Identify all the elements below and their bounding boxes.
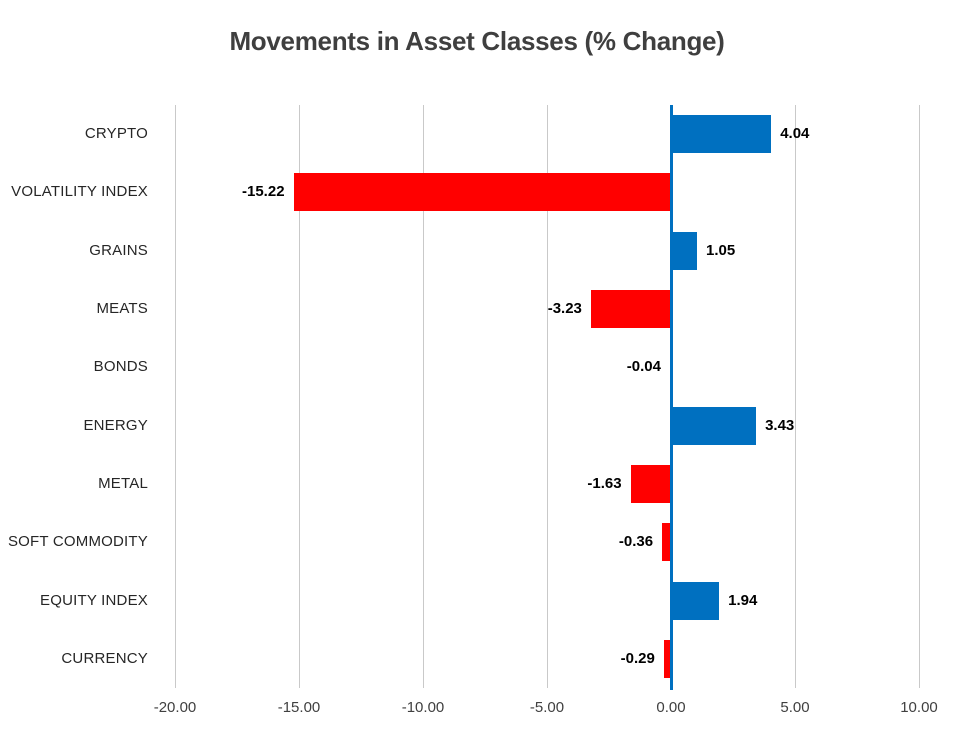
gridline: [918, 105, 920, 688]
gridline: [174, 105, 176, 688]
gridline: [546, 105, 548, 688]
gridline: [794, 105, 796, 688]
category-label-currency: CURRENCY: [61, 649, 148, 667]
category-label-bonds: BONDS: [93, 358, 148, 376]
category-label-soft-commodity: SOFT COMMODITY: [7, 533, 148, 551]
bar-crypto: [671, 115, 772, 154]
value-label-equity-index: 1.94: [728, 591, 758, 609]
value-label-energy: 3.43: [765, 416, 795, 434]
value-label-crypto: 4.04: [780, 125, 810, 143]
value-label-volatility-index: -15.22: [242, 183, 285, 201]
x-tick-label: -5.00: [529, 699, 565, 716]
bar-meats: [590, 290, 671, 329]
value-label-currency: -0.29: [620, 649, 655, 667]
bar-volatility-index: [293, 173, 671, 212]
value-label-soft-commodity: -0.36: [618, 533, 654, 551]
category-label-equity-index: EQUITY INDEX: [40, 591, 148, 609]
category-label-meats: MEATS: [96, 300, 148, 318]
gridline: [422, 105, 424, 688]
x-tick-label: 10.00: [900, 699, 938, 716]
category-label-volatility-index: VOLATILITY INDEX: [11, 183, 148, 201]
bar-metal: [630, 464, 671, 503]
category-label-energy: ENERGY: [83, 416, 148, 434]
bar-energy: [671, 406, 757, 445]
value-label-metal: -1.63: [587, 474, 622, 492]
gridline: [298, 105, 300, 688]
x-tick-label: -10.00: [401, 699, 445, 716]
value-label-bonds: -0.04: [626, 358, 661, 376]
zero-axis-line: [669, 105, 673, 690]
bar-grains: [671, 231, 698, 270]
x-tick-label: -15.00: [277, 699, 321, 716]
category-label-crypto: CRYPTO: [84, 125, 148, 143]
bar-equity-index: [671, 581, 720, 620]
value-label-meats: -3.23: [547, 300, 582, 318]
value-label-grains: 1.05: [706, 241, 736, 259]
x-tick-label: 5.00: [780, 699, 810, 716]
chart-title: Movements in Asset Classes (% Change): [229, 26, 725, 56]
bar-currency: [663, 639, 671, 678]
category-label-grains: GRAINS: [89, 241, 148, 259]
category-label-metal: METAL: [98, 474, 148, 492]
bar-soft-commodity: [662, 523, 671, 562]
x-tick-label: 0.00: [656, 699, 686, 716]
x-tick-label: -20.00: [153, 699, 197, 716]
